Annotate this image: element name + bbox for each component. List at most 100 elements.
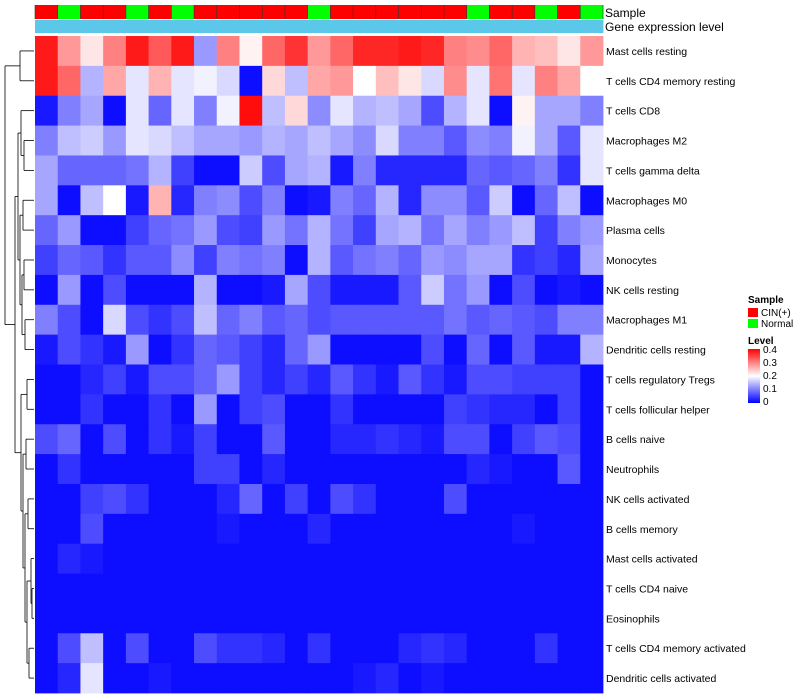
- heatmap-cell: [307, 95, 331, 126]
- heatmap-cell: [35, 155, 59, 186]
- gene-expression-annotation-cell: [216, 20, 240, 33]
- heatmap-cell: [216, 125, 240, 156]
- heatmap-cell: [443, 663, 468, 694]
- heatmap-cell: [35, 454, 59, 485]
- heatmap-cell: [35, 364, 59, 395]
- heatmap-cell: [353, 663, 377, 694]
- heatmap-cell: [262, 334, 286, 365]
- heatmap-cell: [35, 245, 59, 276]
- heatmap-cell: [148, 245, 172, 276]
- heatmap-cell: [353, 334, 377, 365]
- heatmap-cell: [194, 334, 218, 365]
- sample-annotation-cell: [171, 5, 195, 19]
- heatmap-cell: [580, 633, 604, 664]
- heatmap-cell: [489, 543, 513, 574]
- heatmap-cell: [375, 663, 399, 694]
- heatmap-cell: [148, 215, 172, 246]
- heatmap-cell: [103, 543, 127, 574]
- heatmap-cell: [330, 125, 354, 156]
- row-label: Mast cells resting: [606, 46, 687, 58]
- row-label: T cells CD8: [606, 106, 660, 118]
- heatmap-cell: [534, 334, 558, 365]
- heatmap-cell: [194, 125, 218, 156]
- heatmap-cell: [375, 633, 399, 664]
- heatmap-cell: [239, 424, 263, 455]
- heatmap-cell: [330, 394, 354, 425]
- heatmap-cell: [284, 245, 309, 276]
- heatmap-cell: [330, 65, 354, 97]
- sample-annotation-cell: [125, 5, 149, 19]
- heatmap-cell: [512, 185, 536, 216]
- heatmap-cell: [103, 65, 127, 97]
- heatmap-cell: [171, 274, 195, 306]
- heatmap-cell: [307, 573, 331, 604]
- heatmap-cell: [580, 424, 604, 455]
- heatmap-cell: [80, 633, 104, 664]
- heatmap-cell: [194, 603, 218, 634]
- heatmap-cell: [466, 633, 490, 664]
- heatmap-cell: [262, 603, 286, 634]
- row-label: T cells regulatory Tregs: [606, 374, 715, 386]
- heatmap-cell: [171, 424, 195, 455]
- sample-annotation-cell: [330, 5, 354, 19]
- heatmap-cell: [171, 245, 195, 276]
- heatmap-cell: [421, 334, 445, 365]
- heatmap-cell: [262, 185, 286, 216]
- heatmap-cell: [353, 245, 377, 276]
- heatmap-cell: [489, 125, 513, 156]
- heatmap-cell: [35, 394, 59, 425]
- heatmap-cell: [443, 125, 468, 156]
- heatmap-cell: [239, 245, 263, 276]
- heatmap-cell: [171, 454, 195, 485]
- heatmap-cell: [171, 394, 195, 425]
- legend-tick-0-4: 0.4: [763, 345, 777, 356]
- gene-expression-annotation-cell: [580, 20, 604, 33]
- heatmap-cell: [125, 334, 149, 365]
- heatmap-cell: [239, 364, 263, 395]
- heatmap-cell: [307, 603, 331, 634]
- heatmap-cell: [262, 424, 286, 455]
- heatmap-cell: [35, 65, 59, 97]
- heatmap-cell: [353, 36, 377, 67]
- gene-expression-annotation-track: [35, 20, 604, 33]
- heatmap-cell: [103, 633, 127, 664]
- heatmap-cell: [375, 424, 399, 455]
- heatmap-cell: [57, 394, 81, 425]
- heatmap-cell: [466, 36, 490, 67]
- heatmap-cell: [57, 454, 81, 485]
- row-label: B cells memory: [606, 524, 679, 536]
- heatmap-cell: [443, 394, 468, 425]
- heatmap-cell: [262, 155, 286, 186]
- sample-annotation-cell: [353, 5, 377, 19]
- heatmap-cell: [57, 95, 81, 126]
- heatmap-cell: [80, 95, 104, 126]
- heatmap-cell: [216, 364, 240, 395]
- heatmap-cell: [353, 65, 377, 97]
- legend: Sample CIN(+) Normal Level 0.4 0.3 0.2 0…: [748, 295, 793, 408]
- heatmap-cell: [489, 573, 513, 604]
- heatmap-cell: [194, 245, 218, 276]
- heatmap-cell: [398, 36, 422, 67]
- sample-annotation-cell: [580, 5, 604, 19]
- heatmap-cell: [239, 185, 263, 216]
- heatmap-cell: [443, 155, 468, 186]
- heatmap-cell: [307, 304, 331, 336]
- heatmap-cell: [353, 454, 377, 485]
- heatmap-cell: [239, 215, 263, 246]
- heatmap-cell: [216, 424, 240, 455]
- sample-annotation-cell: [443, 5, 468, 19]
- heatmap-cell: [80, 543, 104, 574]
- legend-tick-0-3: 0.3: [763, 358, 777, 369]
- heatmap-cell: [35, 304, 59, 336]
- heatmap-cell: [125, 95, 149, 126]
- sample-annotation-track: [34, 5, 604, 19]
- heatmap-cell: [375, 125, 399, 156]
- gene-expression-annotation-cell: [194, 20, 218, 33]
- gene-expression-annotation-cell: [148, 20, 172, 33]
- heatmap-cell: [216, 543, 240, 574]
- heatmap-cell: [375, 304, 399, 336]
- heatmap-cell: [80, 513, 104, 545]
- heatmap-cell: [57, 125, 81, 156]
- heatmap-cell: [216, 36, 240, 67]
- heatmap-cell: [35, 36, 59, 67]
